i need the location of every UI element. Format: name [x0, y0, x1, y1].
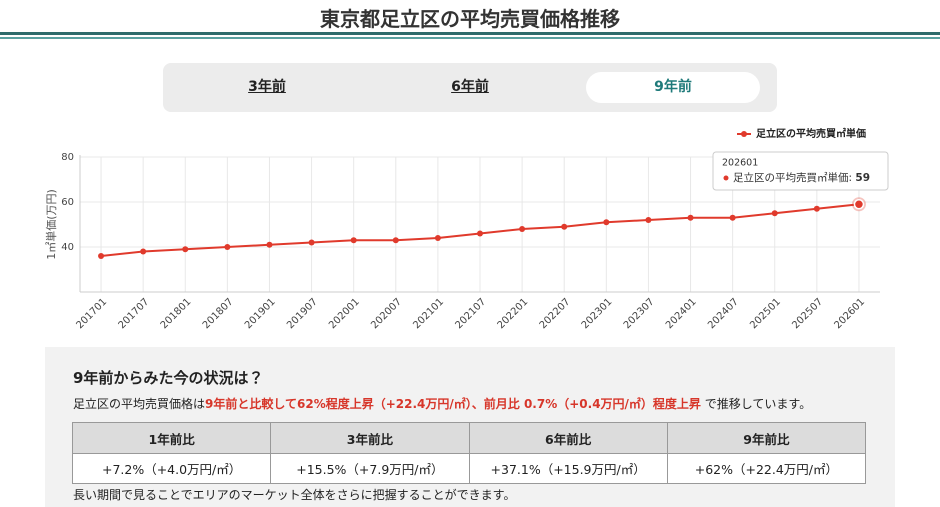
comparison-table: 1年前比 3年前比 6年前比 9年前比 +7.2%（+4.0万円/㎡） +15.5%（+…	[71, 422, 867, 484]
data-point	[561, 223, 568, 230]
y-axis-label: 1㎡単価(万円)	[44, 189, 58, 260]
column-header: 1年前比	[71, 422, 272, 454]
data-point	[98, 253, 105, 259]
data-point	[771, 210, 778, 217]
data-point	[729, 214, 736, 221]
tab[interactable]: 9年前	[586, 72, 760, 103]
summary-heading: 9年前からみた今の状況は？	[73, 369, 264, 387]
data-point	[687, 214, 694, 221]
x-tick-label: 201701	[75, 296, 110, 331]
data-point	[350, 237, 357, 244]
data-point	[140, 248, 147, 255]
text: で推移しています。	[700, 397, 812, 411]
x-tick-label: 202301	[580, 296, 615, 331]
data-point	[224, 244, 231, 250]
y-tick-label: 80	[61, 152, 74, 163]
x-tick-label: 201801	[159, 296, 194, 331]
table-cell: +62%（+22.4万円/㎡）	[666, 453, 867, 484]
legend-label: 足立区の平均売買㎡単価	[756, 127, 866, 140]
x-tick-label: 202201	[496, 296, 531, 331]
column-header: 9年前比	[666, 422, 867, 454]
title-rule	[0, 32, 940, 35]
tooltip-box	[712, 151, 889, 191]
data-point	[308, 239, 315, 246]
data-point	[603, 219, 610, 226]
data-point	[645, 217, 652, 223]
table-row: +7.2%（+4.0万円/㎡） +15.5%（+7.9万円/㎡） +37.1%（+1…	[71, 453, 867, 484]
x-tick-label: 202407	[706, 296, 741, 331]
page-title: 東京都足立区の平均売買価格推移	[320, 7, 620, 31]
data-point	[853, 199, 865, 210]
data-point	[813, 205, 820, 212]
table-cell: +37.1%（+15.9万円/㎡）	[468, 453, 668, 484]
title-rule	[0, 37, 940, 39]
tab-bar: 3年前 6年前 9年前	[163, 63, 777, 112]
legend-swatch	[741, 131, 747, 137]
x-tick-label: 202601	[832, 296, 867, 331]
y-tick-label: 40	[61, 242, 74, 253]
tooltip-value: 59	[855, 172, 870, 184]
data-point	[519, 226, 526, 232]
x-tick-label: 201807	[201, 296, 236, 331]
y-tick-label: 60	[61, 197, 74, 208]
x-tick-label: 202101	[411, 296, 446, 331]
column-header: 6年前比	[468, 422, 668, 454]
summary-text: 足立区の平均売買価格は9年前と比較して62%程度上昇（+22.4万円/㎡）、前月…	[73, 395, 811, 412]
data-point	[477, 230, 483, 237]
data-point	[434, 235, 441, 241]
highlight: 9年前と比較して62%程度上昇（+22.4万円/㎡）、前月比 0.7%（+0.4…	[205, 397, 701, 411]
tooltip-category: 202601	[722, 158, 758, 169]
tab[interactable]: 6年前	[383, 72, 557, 103]
text: 足立区の平均売買価格は	[73, 397, 206, 411]
note: 長い期間で見ることでエリアのマーケット全体をさらに把握することができます。	[73, 488, 516, 502]
x-tick-label: 201901	[243, 296, 278, 331]
tooltip-separator: :	[849, 172, 856, 184]
table-body: +7.2%（+4.0万円/㎡） +15.5%（+7.9万円/㎡） +37.1%（+1…	[71, 453, 867, 484]
header-row: 1年前比 3年前比 6年前比 9年前比	[71, 422, 867, 454]
x-tick-label: 202107	[453, 296, 488, 331]
x-tick-label: 202207	[538, 296, 573, 331]
tooltip-series: 足立区の平均売買㎡単価	[733, 171, 849, 184]
data-point	[392, 237, 399, 244]
summary-panel: 9年前からみた今の状況は？ 足立区の平均売買価格は9年前と比較して62%程度上昇…	[45, 347, 895, 507]
x-tick-label: 201707	[117, 296, 152, 331]
tab[interactable]: 3年前	[180, 72, 354, 103]
data-point	[182, 246, 189, 253]
tab-label[interactable]: 3年前	[248, 79, 286, 95]
tooltip-text: 足立区の平均売買㎡単価: 59	[733, 171, 870, 184]
x-tick-label: 202501	[748, 296, 783, 331]
table-cell: +15.5%（+7.9万円/㎡）	[270, 453, 470, 484]
x-tick-label: 202507	[790, 296, 825, 331]
column-header: 3年前比	[270, 422, 470, 454]
x-tick-label: 202001	[327, 296, 362, 331]
data-point	[266, 241, 273, 248]
x-tick-label: 202307	[622, 296, 657, 331]
tab-label[interactable]: 9年前	[654, 79, 692, 95]
x-tick-label: 201907	[285, 296, 320, 331]
tab-label[interactable]: 6年前	[451, 79, 489, 95]
chart: 201701 201707 201801 201807 201901 201907 2020…	[44, 127, 889, 331]
x-tick-label: 202401	[664, 296, 699, 331]
x-tick-label: 202007	[369, 296, 404, 331]
table-cell: +7.2%（+4.0万円/㎡）	[71, 453, 272, 484]
tooltip-swatch	[723, 175, 729, 181]
